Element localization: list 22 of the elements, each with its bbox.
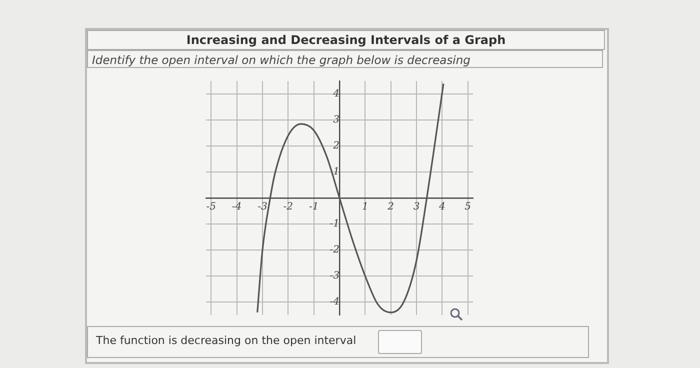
y-tick-label: 1	[333, 166, 340, 178]
x-tick-label: -2	[283, 202, 294, 213]
x-tick-label: -1	[308, 202, 319, 213]
y-tick-label: 4	[332, 88, 340, 100]
x-tick-label: -3	[258, 202, 268, 213]
line-series	[256, 82, 444, 314]
chart-title: Increasing and Decreasing Intervals of a Graph	[87, 30, 605, 50]
x-tick-label: 3	[413, 202, 420, 213]
y-tick-label: 3	[333, 114, 340, 126]
x-tick-label: 2	[386, 202, 394, 213]
text: The function is decreasing on the open interval	[96, 334, 356, 347]
y-tick-label: 2	[332, 140, 340, 152]
x-tick-label: 1	[362, 202, 368, 213]
y-tick-label: -2	[330, 244, 340, 256]
x-tick-label: 4	[438, 202, 446, 213]
chart-subtitle: Identify the open interval on which the graph below is decreasing	[87, 50, 603, 68]
y-tick-label: -4	[330, 296, 340, 308]
x-tick-label: 5	[464, 202, 472, 213]
y-tick-label: -1	[330, 218, 340, 230]
x-tick-label: -5	[206, 202, 216, 213]
x-tick-label: -4	[232, 202, 242, 213]
y-tick-label: -3	[330, 270, 340, 282]
